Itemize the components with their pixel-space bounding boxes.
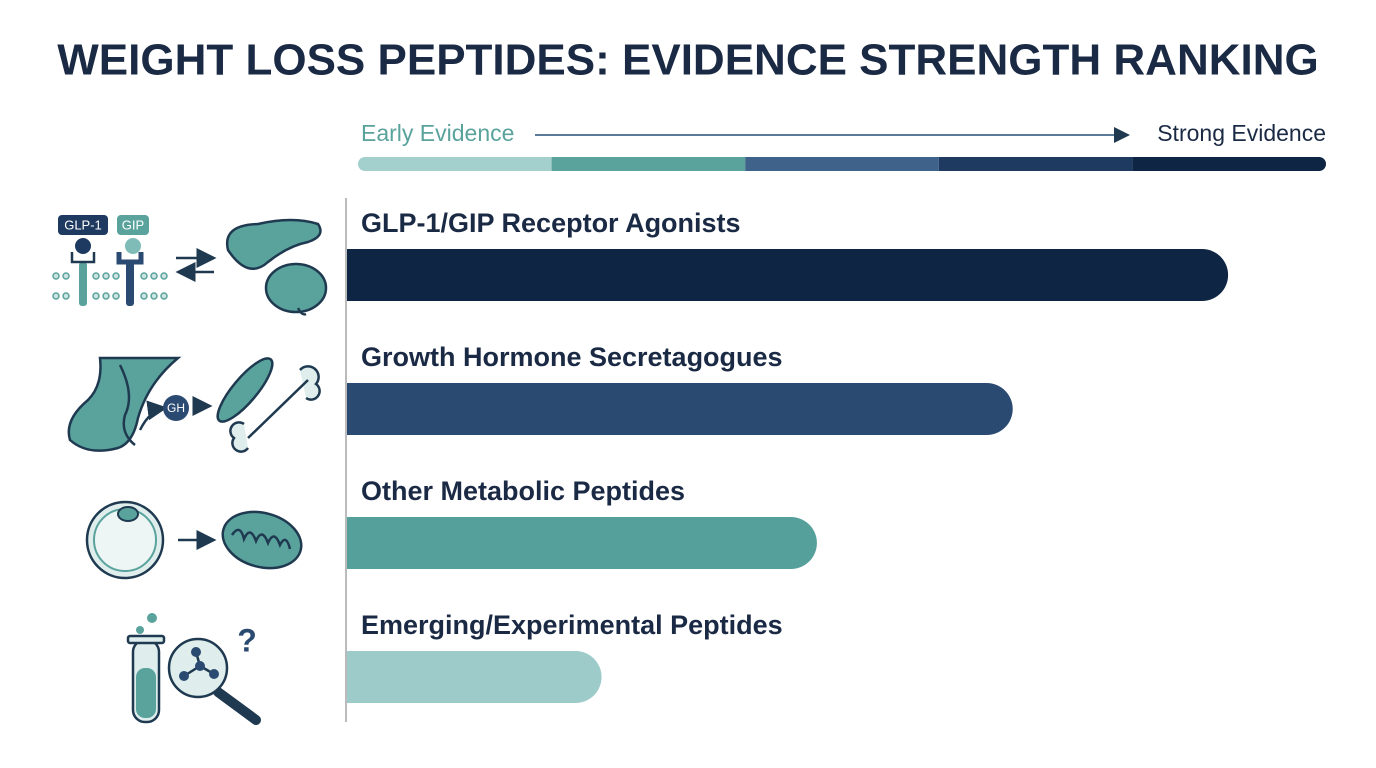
scale-segment xyxy=(358,157,552,171)
icon-experimental: ? xyxy=(126,613,261,725)
chart-title: WEIGHT LOSS PEPTIDES: EVIDENCE STRENGTH … xyxy=(57,36,1318,85)
icon-receptors: GLP-1 GIP xyxy=(52,215,328,316)
bar xyxy=(347,517,817,569)
scale-segment xyxy=(551,157,746,171)
category-label: GLP-1/GIP Receptor Agonists xyxy=(361,208,741,238)
scale-segment xyxy=(938,157,1133,171)
icon-label: ? xyxy=(237,622,257,658)
icon-growth-hormone: GH xyxy=(67,356,321,453)
icon-label: GLP-1 xyxy=(64,217,102,232)
icon-metabolic xyxy=(85,500,303,580)
scale-segment xyxy=(1132,157,1326,171)
category-label: Emerging/Experimental Peptides xyxy=(361,610,783,640)
bar xyxy=(347,651,602,703)
icon-label: GH xyxy=(167,401,185,415)
bar xyxy=(347,383,1013,435)
bar xyxy=(347,249,1229,301)
scale-label-high: Strong Evidence xyxy=(1157,120,1326,146)
scale-segment xyxy=(745,157,939,171)
icon-label: GIP xyxy=(122,217,144,232)
category-label: Other Metabolic Peptides xyxy=(361,476,685,506)
category-label: Growth Hormone Secretagogues xyxy=(361,342,783,372)
scale-label-low: Early Evidence xyxy=(361,120,514,146)
